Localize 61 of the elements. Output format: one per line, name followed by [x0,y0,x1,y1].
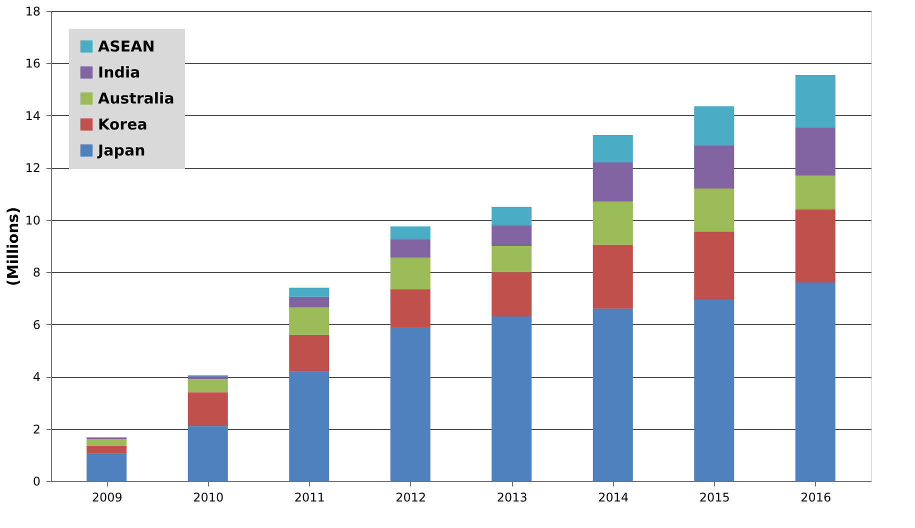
y-tick-label: 0 [32,474,40,488]
bar [86,439,127,446]
bar [390,239,430,258]
y-tick-label: 14 [25,108,40,123]
legend-label: Japan [97,142,146,160]
bar [492,316,532,481]
bar [492,206,532,226]
bar [188,392,228,426]
x-tick-label: 2012 [396,490,426,504]
bar [592,308,633,481]
bar [795,127,836,176]
x-tick-label: 2013 [496,490,528,504]
y-tick-label: 2 [32,422,40,436]
bar [592,202,633,245]
bar [188,376,228,380]
bar [390,258,430,290]
y-axis-title: (Millions) [4,206,22,286]
legend-label: ASEAN [98,38,155,56]
bar [592,162,633,202]
bar [795,209,836,283]
bar [694,106,734,146]
x-tick-label: 2015 [699,490,730,504]
y-tick-label: 10 [25,213,40,228]
bar [795,282,836,481]
y-tick-label: 16 [25,56,40,71]
bar [592,135,633,162]
bar [795,176,836,210]
y-tick-label: 8 [32,266,40,280]
bar [592,244,633,309]
bar [694,300,734,481]
y-tick-label: 12 [25,161,40,176]
bar [492,272,532,316]
bar [289,296,330,308]
bar [86,454,127,481]
y-tick-label: 4 [32,370,40,384]
legend-label: Korea [98,116,148,134]
bar [492,225,532,246]
legend-label: India [98,64,140,82]
bar [492,246,532,272]
bar [289,371,330,481]
bar [86,446,127,454]
x-tick-label: 2010 [193,490,224,504]
x-tick-label: 2014 [598,490,629,504]
x-tick-label: 2016 [800,490,832,504]
x-tick-label: 2011 [294,490,325,504]
bar [188,426,228,481]
y-tick-label: 6 [32,318,40,332]
bar [694,188,734,232]
bar [390,226,430,240]
bar [390,289,430,327]
bar [795,74,836,128]
x-tick-label: 2009 [92,490,122,504]
bar [289,288,330,297]
bar [694,145,734,189]
bar [188,379,228,392]
legend-label: Australia [98,90,174,108]
y-tick-label: 18 [25,4,40,18]
bar [694,232,734,300]
bar [289,334,330,372]
bar [390,326,430,481]
bar [289,307,330,335]
